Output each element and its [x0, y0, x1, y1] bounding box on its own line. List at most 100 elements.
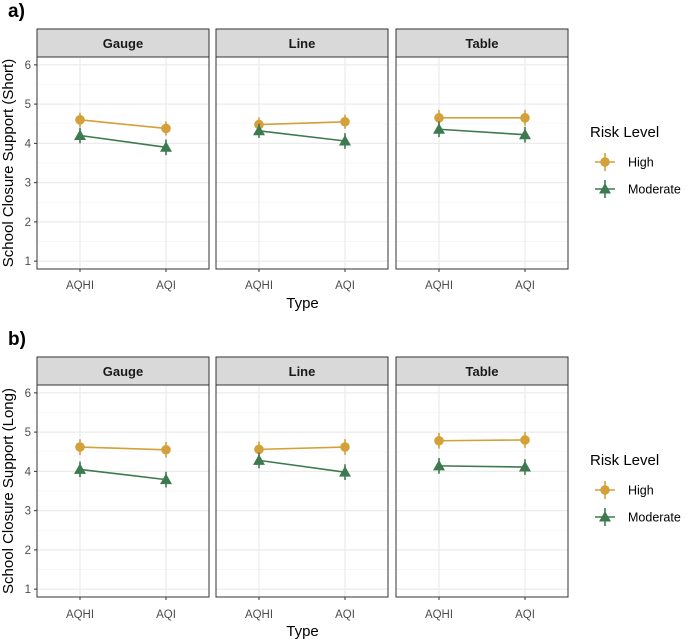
legend-key-circle: [600, 157, 610, 167]
chart-b: b) School Closure Support (Long) Type 1 2 3 4 5…: [0, 329, 681, 639]
facet-strip-label: Gauge: [103, 36, 143, 51]
facet-strip: [395, 356, 569, 386]
legend-item-label: Moderate: [628, 511, 681, 525]
facet-panel-table: Table AQHI AQI: [395, 356, 569, 621]
facet-strip-label: Table: [466, 364, 499, 379]
y-tick-label: 5: [25, 427, 31, 439]
data-point-circle: [75, 115, 85, 125]
y-tick-label: 6: [25, 60, 31, 72]
panel-border: [36, 56, 210, 270]
y-tick-label: 3: [25, 178, 31, 190]
series-line: [79, 134, 167, 149]
facet-strip-label: Line: [289, 364, 316, 379]
series-moderate: [433, 121, 531, 143]
series-high: [75, 439, 171, 458]
data-point-triangle: [433, 459, 445, 471]
y-tick-label: 3: [25, 506, 31, 518]
legend: Risk Level High Moderate: [590, 452, 681, 526]
x-tick-label: AQHI: [425, 609, 453, 621]
y-axis-title: School Closure Support (Long): [0, 388, 17, 594]
y-tick-label: 2: [25, 217, 31, 229]
data-point-triangle: [253, 124, 265, 136]
data-point-circle: [520, 113, 530, 123]
x-tick-label: AQHI: [425, 280, 453, 292]
y-tick-label: 4: [25, 466, 32, 478]
legend: Risk Level High Moderate: [590, 124, 681, 198]
series-moderate: [253, 452, 351, 481]
data-point-triangle: [74, 129, 86, 141]
series-line: [258, 446, 346, 451]
data-point-circle: [75, 442, 85, 452]
series-moderate: [74, 461, 172, 488]
facet-strip-label: Table: [466, 36, 499, 51]
data-point-triangle: [519, 128, 531, 140]
x-tick-label: AQI: [156, 280, 176, 292]
series-high: [434, 432, 530, 449]
data-point-circle: [520, 435, 530, 445]
legend-key-circle: [600, 485, 610, 495]
data-point-circle: [340, 442, 350, 452]
series-line: [258, 130, 346, 142]
panel-border: [395, 384, 569, 598]
data-point-triangle: [74, 463, 86, 474]
y-axis-title: School Closure Support (Short): [0, 59, 17, 267]
chart-a: a) School Closure Support (Short) Type 1 2 3 4…: [0, 1, 681, 312]
facet-strip-label: Line: [289, 36, 316, 51]
series-high: [254, 114, 350, 132]
data-point-triangle: [433, 123, 445, 134]
series-high: [254, 439, 350, 458]
facet-panel-gauge: Gauge AQHI AQI: [36, 28, 210, 292]
data-point-triangle: [339, 135, 351, 146]
x-tick-label: AQI: [515, 609, 535, 621]
x-tick-label: AQHI: [245, 609, 273, 621]
x-tick-label: AQI: [515, 280, 535, 292]
series-line: [79, 446, 167, 451]
data-point-triangle: [160, 473, 172, 485]
series-moderate: [74, 127, 172, 156]
legend-title: Risk Level: [590, 124, 659, 141]
panel-label: a): [8, 1, 25, 22]
series-line: [438, 128, 526, 136]
panel-label: b): [8, 329, 26, 350]
facet-strip-label: Gauge: [103, 364, 143, 379]
x-tick-label: AQHI: [66, 609, 94, 621]
series-moderate: [253, 123, 351, 149]
x-tick-label: AQI: [156, 609, 176, 621]
legend-key-triangle: [599, 183, 611, 194]
x-axis-title: Type: [286, 295, 319, 312]
data-point-triangle: [519, 461, 531, 472]
panel-border: [215, 384, 389, 598]
facet-strip: [215, 356, 389, 386]
x-axis-title: Type: [286, 623, 319, 639]
x-tick-label: AQHI: [245, 280, 273, 292]
series-moderate: [433, 458, 531, 475]
data-point-triangle: [160, 141, 172, 152]
data-point-triangle: [253, 454, 265, 465]
data-point-circle: [254, 444, 264, 455]
facet-strip: [36, 356, 210, 386]
x-tick-label: AQI: [335, 609, 355, 621]
y-tick-label: 4: [25, 138, 32, 150]
legend-title: Risk Level: [590, 452, 659, 469]
panel-border: [215, 56, 389, 270]
series-line: [258, 120, 346, 126]
facet-panel-gauge: Gauge AQHI AQI: [36, 356, 210, 621]
y-tick-label: 6: [25, 388, 31, 400]
legend-item-label: High: [628, 484, 654, 498]
data-point-circle: [434, 113, 444, 123]
series-line: [79, 468, 167, 481]
x-tick-label: AQHI: [66, 280, 94, 292]
data-point-circle: [161, 123, 171, 134]
facet-panel-line: Line AQHI AQI: [215, 356, 389, 621]
series-line: [438, 439, 526, 442]
data-point-circle: [434, 435, 444, 446]
legend-item-label: Moderate: [628, 183, 681, 197]
facet-panel-line: Line AQHI AQI: [215, 28, 389, 292]
data-point-circle: [340, 116, 350, 127]
panel-border: [395, 56, 569, 270]
y-tick-label: 2: [25, 545, 31, 557]
facet-strip: [395, 28, 569, 58]
x-tick-label: AQI: [335, 280, 355, 292]
series-line: [79, 119, 167, 130]
